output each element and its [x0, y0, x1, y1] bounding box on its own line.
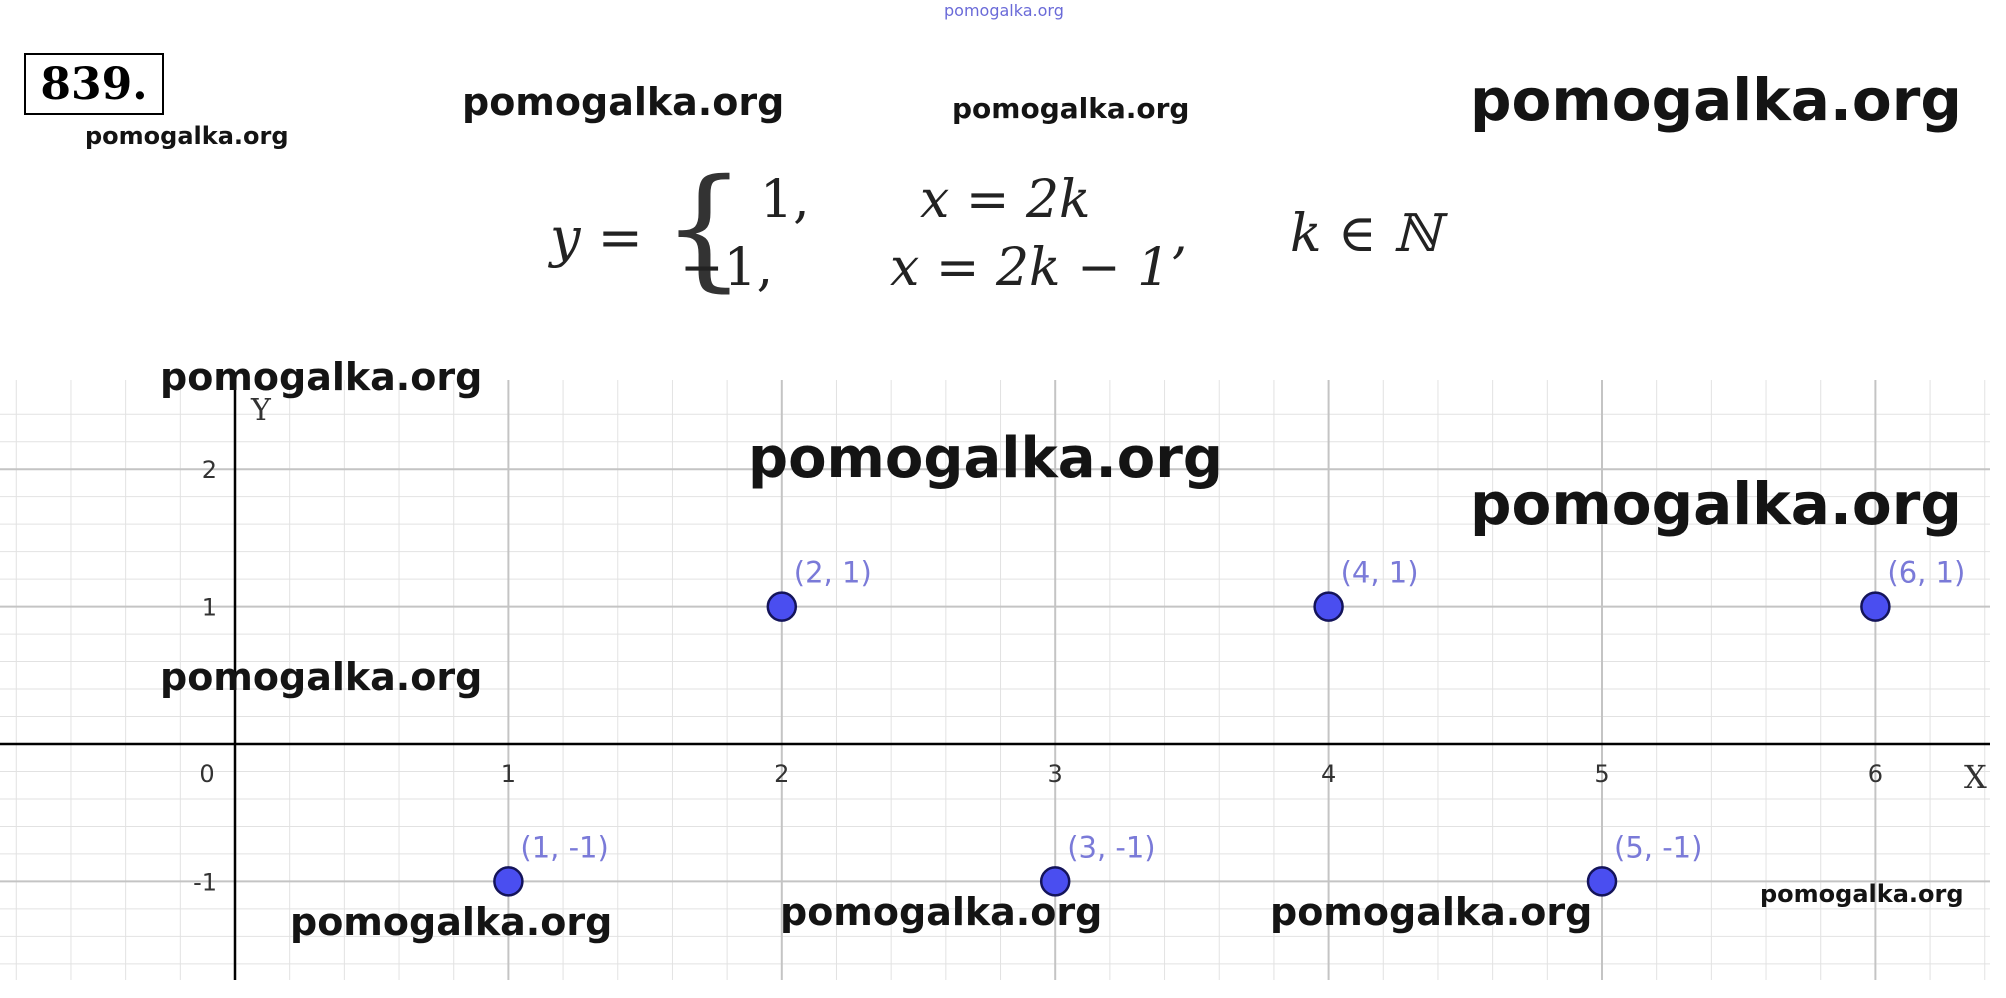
formula-y: y = — [550, 206, 643, 269]
x-tick-label: 0 — [199, 760, 214, 788]
data-point-label: (2, 1) — [794, 556, 872, 590]
watermark-9: pomogalka.org — [290, 900, 613, 944]
y-tick-label: 2 — [202, 456, 217, 484]
x-tick-label: 2 — [774, 760, 789, 788]
x-tick-label: 4 — [1321, 760, 1336, 788]
watermark-1: pomogalka.org — [85, 122, 289, 150]
watermark-4: pomogalka.org — [1470, 66, 1962, 134]
formula-row2-condition: x = 2k − 1’ — [890, 238, 1187, 298]
data-point-label: (6, 1) — [1887, 556, 1965, 590]
x-tick-label: 3 — [1048, 760, 1063, 788]
data-point-label: (5, -1) — [1614, 830, 1702, 864]
formula-brace: { — [662, 151, 746, 305]
watermark-12: pomogalka.org — [1760, 880, 1964, 908]
data-point — [1313, 591, 1344, 622]
y-tick-label: -1 — [193, 868, 217, 896]
data-point-label: (3, -1) — [1067, 830, 1155, 864]
formula-row2-value: −1, — [680, 238, 774, 298]
watermark-8: pomogalka.org — [160, 655, 483, 699]
formula-domain: k ∈ ℕ — [1290, 204, 1441, 264]
x-tick-label: 6 — [1868, 760, 1883, 788]
data-point — [1039, 866, 1071, 897]
formula-row1-value: 1, — [760, 170, 810, 230]
watermark-top: pomogalka.org — [944, 1, 1064, 20]
watermark-11: pomogalka.org — [1270, 890, 1593, 934]
x-axis-label: X — [1964, 758, 1987, 796]
data-point — [493, 866, 524, 897]
problem-number: 839. — [24, 53, 164, 115]
data-point-label: (4, 1) — [1341, 556, 1419, 590]
data-point — [766, 591, 798, 622]
formula-row1-condition: x = 2k — [920, 170, 1091, 230]
x-tick-label: 1 — [501, 760, 516, 788]
watermark-2: pomogalka.org — [462, 80, 785, 124]
watermark-3: pomogalka.org — [952, 92, 1190, 125]
watermark-7: pomogalka.org — [1470, 470, 1962, 538]
data-point-label: (1, -1) — [520, 830, 608, 864]
watermark-10: pomogalka.org — [780, 890, 1103, 934]
y-tick-label: 1 — [202, 594, 217, 622]
x-tick-label: 5 — [1594, 760, 1609, 788]
y-axis-label: Y — [250, 393, 272, 428]
scatter-chart: XY-1012345678910111221-1(1, -1)(2, 1)(3,… — [0, 380, 1990, 980]
watermark-5: pomogalka.org — [160, 355, 483, 399]
data-point — [1860, 591, 1891, 622]
piecewise-formula: y = { 1, x = 2k −1, x = 2k − 1’ k ∈ ℕ — [550, 162, 1450, 298]
data-point — [1586, 866, 1618, 897]
watermark-6: pomogalka.org — [748, 426, 1223, 491]
